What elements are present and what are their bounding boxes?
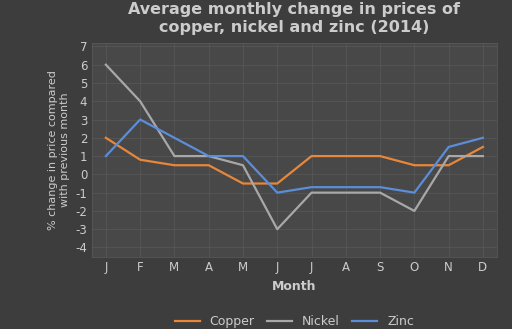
Legend: Copper, Nickel, Zinc: Copper, Nickel, Zinc — [169, 310, 419, 329]
Nickel — [308, 191, 314, 195]
Y-axis label: % change in price compared
with previous month: % change in price compared with previous… — [48, 70, 70, 230]
Copper — [411, 163, 417, 167]
Nickel — [206, 154, 212, 158]
Copper — [172, 163, 178, 167]
Zinc — [103, 154, 109, 158]
Line: Zinc: Zinc — [106, 119, 483, 193]
Zinc — [172, 136, 178, 140]
Nickel — [137, 99, 143, 103]
Copper — [240, 182, 246, 186]
Line: Copper: Copper — [106, 138, 483, 184]
Zinc — [411, 191, 417, 195]
Copper — [103, 136, 109, 140]
Zinc — [206, 154, 212, 158]
Zinc — [274, 191, 281, 195]
Zinc — [343, 185, 349, 189]
Nickel — [377, 191, 383, 195]
Nickel — [445, 154, 452, 158]
Copper — [480, 145, 486, 149]
Nickel — [172, 154, 178, 158]
Zinc — [137, 117, 143, 121]
Nickel — [480, 154, 486, 158]
X-axis label: Month: Month — [272, 280, 316, 293]
Copper — [206, 163, 212, 167]
Copper — [445, 163, 452, 167]
Nickel — [411, 209, 417, 213]
Title: Average monthly change in prices of
copper, nickel and zinc (2014): Average monthly change in prices of copp… — [129, 2, 460, 35]
Copper — [308, 154, 314, 158]
Copper — [274, 182, 281, 186]
Copper — [137, 158, 143, 162]
Zinc — [308, 185, 314, 189]
Zinc — [480, 136, 486, 140]
Zinc — [445, 145, 452, 149]
Nickel — [103, 63, 109, 67]
Nickel — [343, 191, 349, 195]
Nickel — [240, 163, 246, 167]
Zinc — [240, 154, 246, 158]
Zinc — [377, 185, 383, 189]
Copper — [377, 154, 383, 158]
Copper — [343, 154, 349, 158]
Line: Nickel: Nickel — [106, 65, 483, 229]
Nickel — [274, 227, 281, 231]
